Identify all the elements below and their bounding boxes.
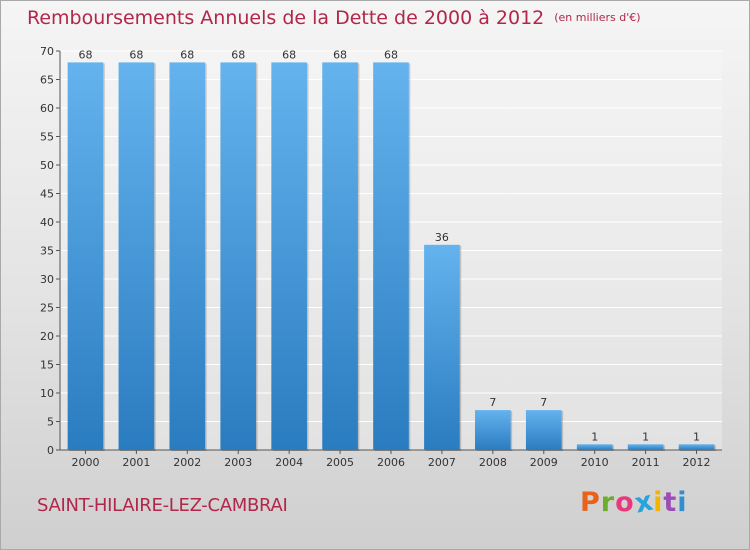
logo-letter: r [600,487,616,518]
data-label: 68 [384,48,398,61]
x-tick-label: 2000 [71,456,99,469]
y-tick-label: 50 [40,159,54,172]
data-label: 1 [693,430,700,443]
x-tick-label: 2007 [428,456,456,469]
bar-2004 [271,62,307,451]
chart-title: Remboursements Annuels de la Dette de 20… [27,7,641,29]
bar-2009 [525,410,562,450]
x-tick-label: 2001 [122,456,150,469]
chart-subtitle: (en milliers d'€) [554,11,641,24]
data-label: 68 [231,48,245,61]
data-label: 1 [591,430,598,443]
y-tick-label: 35 [40,245,54,258]
x-tick-label: 2011 [632,456,660,469]
x-tick-label: 2008 [479,456,507,469]
data-label: 68 [333,48,347,61]
y-tick-label: 45 [40,188,54,201]
data-label: 7 [489,396,496,409]
data-label: 68 [180,48,194,61]
y-tick-label: 60 [40,102,54,115]
bar-2005 [322,62,358,451]
bar-2006 [373,62,409,451]
proxiti-logo: Proxiti [580,485,688,519]
bar-2000 [67,62,104,451]
logo-letter: i [653,487,664,518]
data-label: 36 [435,231,449,244]
bar-2002 [169,62,206,451]
y-tick-label: 25 [40,302,54,315]
chart-title-text: Remboursements Annuels de la Dette de 20… [27,7,545,29]
y-tick-label: 40 [40,216,54,229]
logo-letter: o [615,487,635,518]
y-tick-label: 0 [47,444,54,457]
bar-2011 [627,444,664,450]
bar-2003 [220,62,257,451]
logo-letter: P [580,487,601,518]
x-tick-label: 2012 [683,456,711,469]
data-label: 7 [540,396,547,409]
data-label: 68 [78,48,92,61]
bar-2007 [424,244,460,450]
y-tick-label: 70 [40,45,54,58]
commune-name: SAINT-HILAIRE-LEZ-CAMBRAI [37,495,288,516]
y-tick-label: 20 [40,330,54,343]
data-label: 68 [282,48,296,61]
data-label: 68 [129,48,143,61]
bar-2001 [118,62,155,451]
y-tick-label: 5 [47,416,54,429]
y-tick-label: 15 [40,359,54,372]
logo-letter: i [677,487,688,518]
bar-2010 [576,444,613,450]
y-tick-label: 55 [40,131,54,144]
data-label: 1 [642,430,649,443]
y-tick-label: 30 [40,273,54,286]
x-tick-label: 2009 [530,456,558,469]
x-tick-label: 2010 [581,456,609,469]
x-tick-label: 2005 [326,456,354,469]
bar-2012 [678,444,715,450]
y-tick-label: 65 [40,74,54,87]
logo-letter: t [663,487,678,518]
x-tick-label: 2002 [173,456,201,469]
y-tick-label: 10 [40,387,54,400]
x-tick-label: 2003 [224,456,252,469]
x-tick-label: 2004 [275,456,303,469]
x-tick-label: 2006 [377,456,405,469]
bar-2008 [475,410,511,450]
